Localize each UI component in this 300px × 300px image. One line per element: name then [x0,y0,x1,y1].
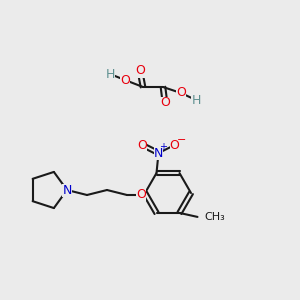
Text: O: O [136,188,146,202]
Text: −: − [177,135,186,145]
Text: O: O [160,97,170,110]
Text: O: O [169,139,179,152]
Text: CH₃: CH₃ [205,212,225,222]
Text: O: O [120,74,130,86]
Text: H: H [105,68,115,80]
Text: +: + [160,142,167,152]
Text: O: O [176,86,186,100]
Text: O: O [135,64,145,77]
Text: N: N [62,184,72,196]
Text: N: N [154,147,163,160]
Text: H: H [191,94,201,106]
Text: O: O [138,139,147,152]
